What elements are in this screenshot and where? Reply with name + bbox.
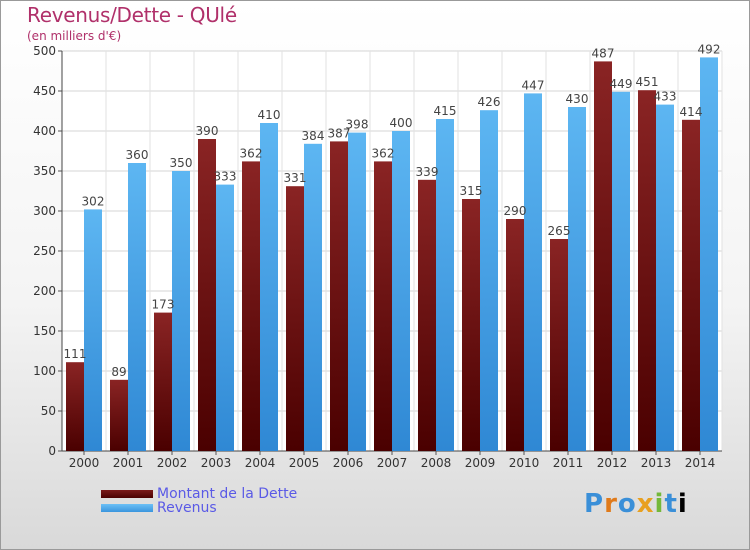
data-label-revenue-2005: 384	[302, 129, 325, 143]
data-label-debt-2003: 390	[196, 124, 219, 138]
x-tick-label-2011: 2011	[553, 456, 584, 470]
data-label-debt-2001: 89	[111, 365, 126, 379]
bar-debt-2008	[418, 179, 436, 452]
data-label-debt-2014: 414	[680, 105, 703, 119]
legend-swatch-debt	[101, 490, 153, 498]
y-tick-label: 300	[33, 204, 56, 218]
data-label-revenue-2007: 400	[390, 116, 413, 130]
legend-item-debt: Montant de la Dette	[101, 486, 298, 502]
bar-debt-2013	[638, 90, 656, 451]
y-tick-label: 0	[48, 444, 56, 458]
y-tick-label: 400	[33, 124, 56, 138]
legend-label-debt: Montant de la Dette	[157, 486, 298, 502]
data-label-debt-2011: 265	[548, 224, 571, 238]
x-tick-label-2001: 2001	[113, 456, 144, 470]
bar-revenue-2014	[700, 57, 718, 452]
data-label-revenue-2000: 302	[82, 194, 105, 208]
y-tick-label: 100	[33, 364, 56, 378]
data-label-debt-2002: 173	[152, 298, 175, 312]
x-tick-label-2012: 2012	[597, 456, 628, 470]
x-tick-label-2008: 2008	[421, 456, 452, 470]
data-label-revenue-2006: 398	[346, 118, 369, 132]
chart-subtitle: (en milliers d'€)	[27, 29, 122, 43]
bar-revenue-2000	[84, 209, 102, 451]
y-tick-label: 200	[33, 284, 56, 298]
legend-item-revenue: Revenus	[101, 500, 297, 516]
data-label-debt-2000: 111	[64, 347, 87, 361]
data-label-revenue-2014: 492	[698, 42, 721, 56]
data-label-revenue-2001: 360	[126, 148, 149, 162]
x-tick-label-2002: 2002	[157, 456, 188, 470]
data-label-revenue-2008: 415	[434, 104, 457, 118]
bar-debt-2001	[110, 379, 128, 451]
bar-revenue-2008	[436, 119, 454, 451]
y-tick-label: 500	[33, 44, 56, 58]
bar-revenue-2011	[568, 107, 586, 451]
data-label-debt-2008: 339	[416, 165, 439, 179]
x-tick-label-2014: 2014	[685, 456, 716, 470]
bar-revenue-2007	[392, 131, 410, 451]
x-tick-label-2004: 2004	[245, 456, 276, 470]
bar-revenue-2002	[172, 171, 190, 451]
data-label-debt-2012: 487	[592, 46, 615, 60]
bar-debt-2000	[66, 362, 84, 451]
data-label-revenue-2012: 449	[610, 77, 633, 91]
data-label-revenue-2010: 447	[522, 78, 545, 92]
data-label-debt-2010: 290	[504, 204, 527, 218]
legend-swatch-revenue	[101, 504, 153, 512]
y-tick-label: 250	[33, 244, 56, 258]
bar-revenue-2003	[216, 184, 234, 451]
bar-debt-2003	[198, 139, 216, 451]
y-tick-label: 450	[33, 84, 56, 98]
x-tick-label-2006: 2006	[333, 456, 364, 470]
bar-revenue-2009	[480, 110, 498, 451]
x-tick-label-2003: 2003	[201, 456, 232, 470]
bar-debt-2005	[286, 186, 304, 451]
data-label-revenue-2011: 430	[566, 92, 589, 106]
bar-revenue-2004	[260, 123, 278, 451]
bar-revenue-2012	[612, 91, 630, 452]
data-label-revenue-2003: 333	[214, 170, 237, 184]
data-label-debt-2013: 451	[636, 75, 659, 89]
x-tick-label-2005: 2005	[289, 456, 320, 470]
bar-debt-2004	[242, 161, 260, 451]
data-label-debt-2009: 315	[460, 184, 483, 198]
bar-revenue-2013	[656, 104, 674, 451]
x-tick-label-2013: 2013	[641, 456, 672, 470]
data-label-debt-2006: 387	[328, 126, 351, 140]
x-tick-label-2007: 2007	[377, 456, 408, 470]
data-label-debt-2004: 362	[240, 146, 263, 160]
bar-revenue-2005	[304, 143, 322, 452]
bar-revenue-2006	[348, 132, 366, 451]
data-label-debt-2007: 362	[372, 146, 395, 160]
data-label-revenue-2013: 433	[654, 90, 677, 104]
x-tick-label-2009: 2009	[465, 456, 496, 470]
bar-debt-2007	[374, 161, 392, 451]
data-label-revenue-2009: 426	[478, 95, 501, 109]
bar-revenue-2001	[128, 163, 146, 451]
bar-debt-2014	[682, 119, 700, 452]
bar-debt-2011	[550, 239, 568, 451]
x-tick-label-2010: 2010	[509, 456, 540, 470]
y-tick-label: 150	[33, 324, 56, 338]
proxiti-logo: Proxiti	[584, 489, 688, 519]
data-label-revenue-2002: 350	[170, 156, 193, 170]
legend: Montant de la Dette Revenus	[101, 486, 298, 516]
bar-debt-2002	[154, 312, 172, 451]
y-tick-label: 350	[33, 164, 56, 178]
data-label-debt-2005: 331	[284, 171, 307, 185]
legend-label-revenue: Revenus	[157, 500, 217, 516]
bar-revenue-2010	[524, 93, 542, 452]
chart-title: Revenus/Dette - QUlé	[27, 3, 237, 27]
bar-debt-2009	[462, 199, 480, 451]
bar-debt-2006	[330, 141, 348, 451]
y-tick-label: 50	[41, 404, 56, 418]
bar-debt-2010	[506, 219, 524, 451]
x-tick-label-2000: 2000	[69, 456, 100, 470]
data-label-revenue-2004: 410	[258, 108, 281, 122]
bar-debt-2012	[594, 61, 612, 452]
